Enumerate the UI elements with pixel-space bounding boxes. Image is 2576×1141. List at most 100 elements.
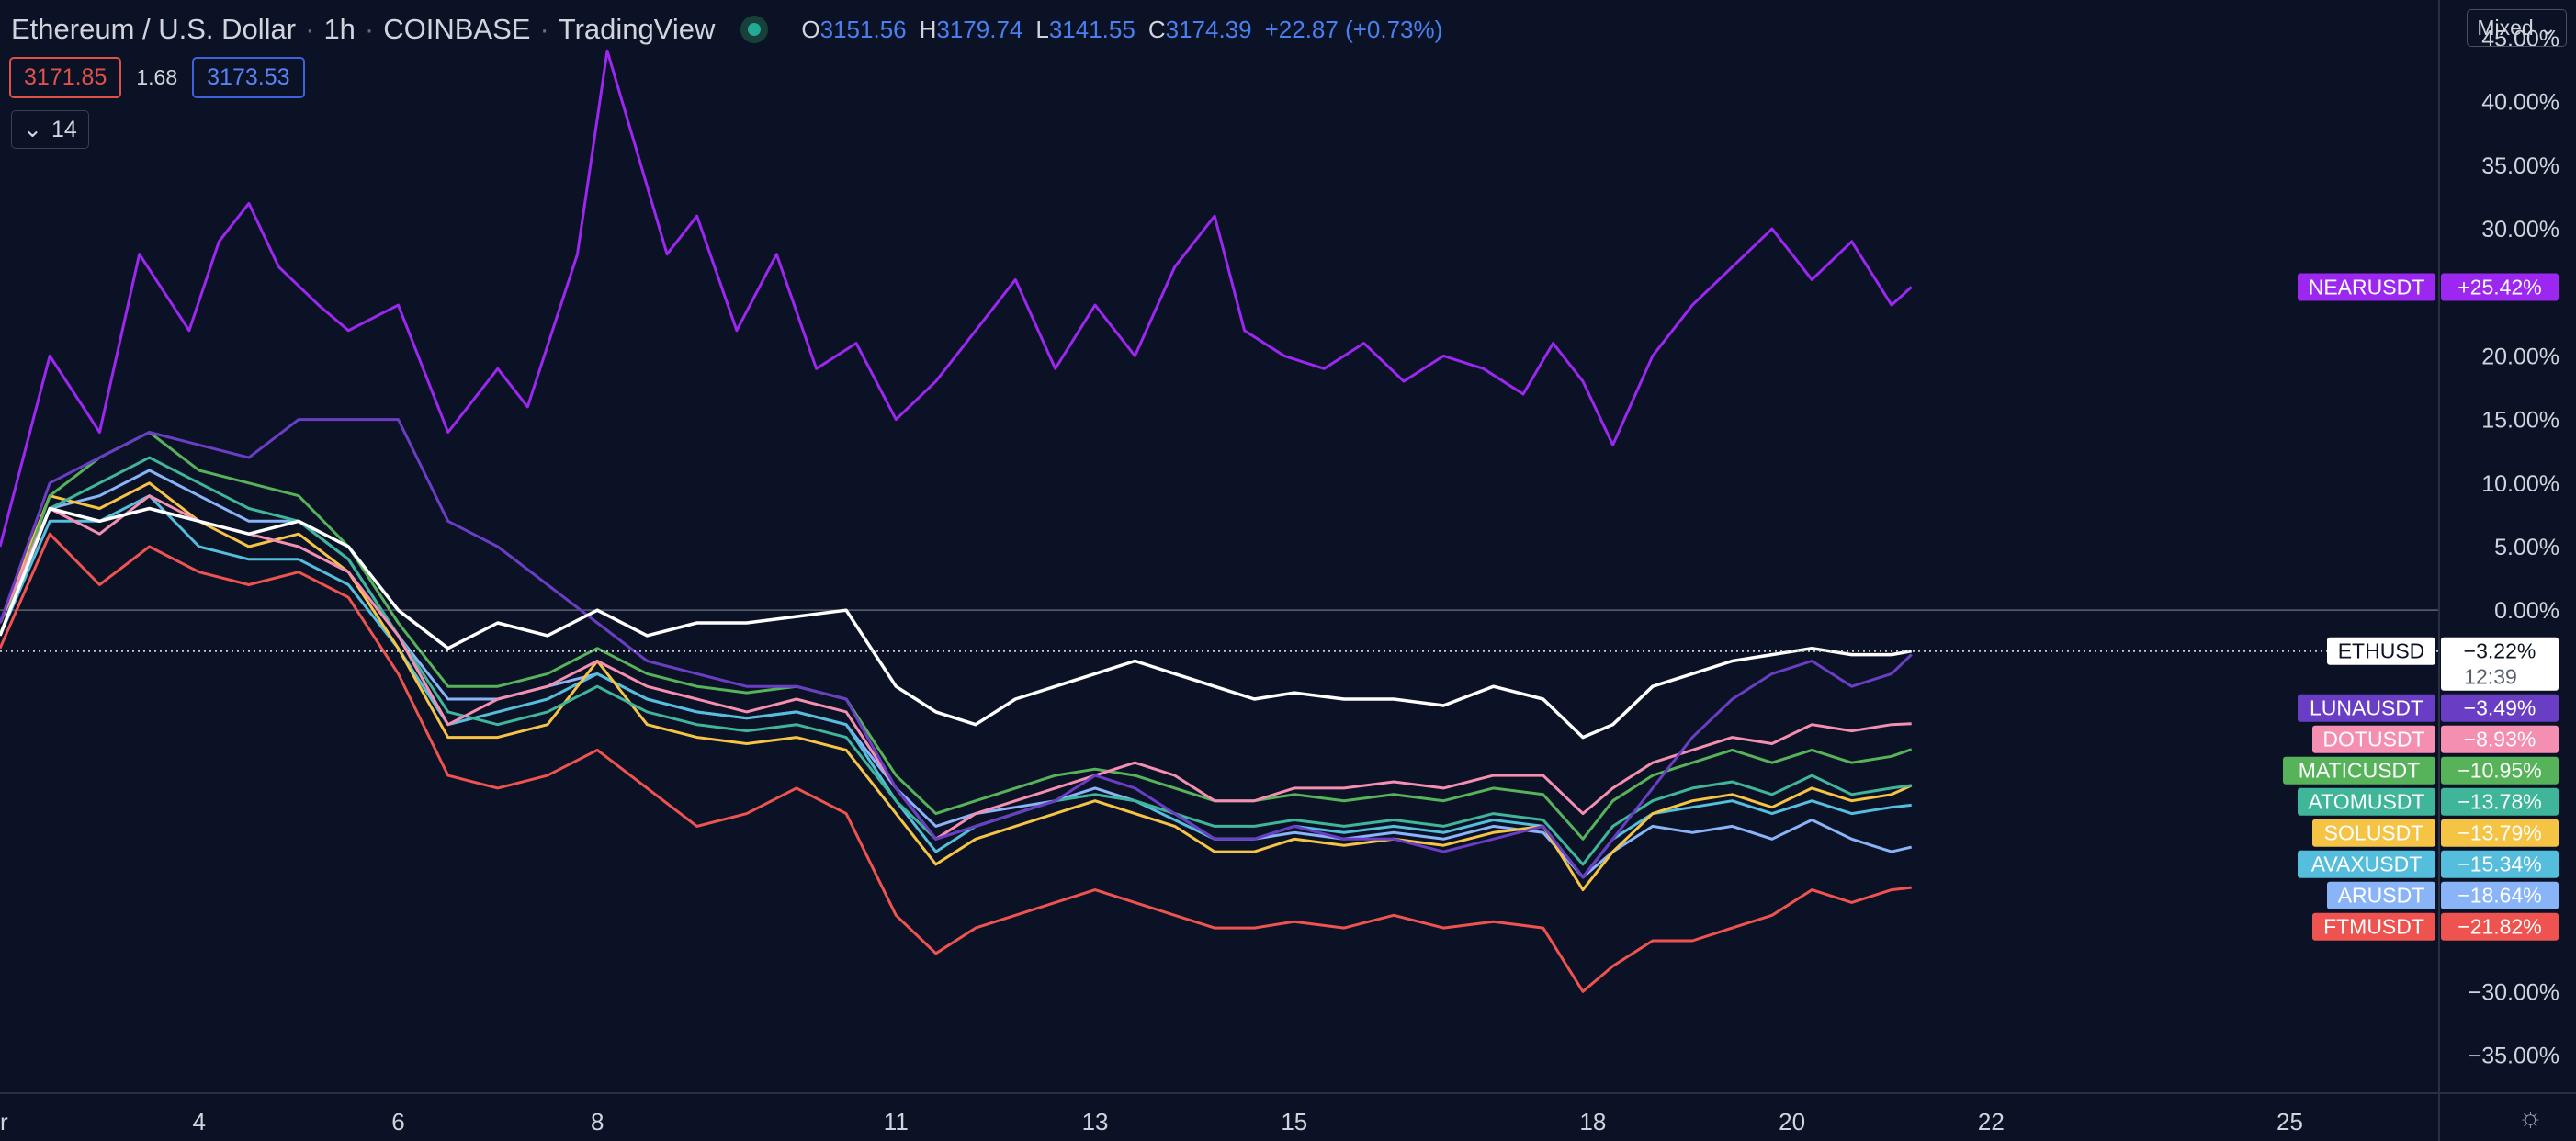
series-line-atomusdt[interactable] [0, 456, 1912, 866]
x-tick-label: 4 [193, 1108, 206, 1135]
x-tick-label: 25 [2277, 1108, 2303, 1135]
y-tick-label: −30.00% [2469, 979, 2559, 1005]
low-value: 3141.55 [1048, 15, 1135, 43]
scale-mode-button[interactable]: Mixed ⌄ [2467, 9, 2567, 47]
time-axis[interactable]: r 4 6 8 11 13 15 18 20 22 25 [0, 1092, 2576, 1135]
symbol-title[interactable]: Ethereum / U.S. Dollar [11, 13, 297, 45]
x-tick-label: 11 [884, 1108, 909, 1135]
series-value-label: −3.49% [2464, 696, 2536, 720]
y-tick-label: 45.00% [2481, 27, 2559, 52]
series-name-badge [2298, 694, 2435, 722]
series-value-label: −3.22% [2464, 639, 2536, 663]
chart-header: Ethereum / U.S. Dollar · 1h · COINBASE ·… [11, 9, 1442, 50]
gear-icon[interactable]: ☼ [2517, 1102, 2544, 1133]
x-tick-label: 13 [1082, 1108, 1109, 1135]
x-tick-label: 15 [1281, 1108, 1307, 1135]
series-tag-ethusd: ETHUSD −3.22%12:39 [2327, 637, 2559, 691]
series-name-badge [2298, 273, 2435, 301]
series-line-nearusdt[interactable] [0, 49, 1913, 548]
quote-row: 3171.85 1.68 3173.53 [9, 57, 305, 98]
series-tag-arusdt: ARUSDT −18.64% [2327, 881, 2559, 909]
series-name-label: SOLUSDT [2324, 821, 2424, 845]
series-line-ftmusdt[interactable] [0, 532, 1912, 993]
provider-label: TradingView [558, 13, 716, 45]
high-key: H [919, 15, 937, 43]
ohlc-readout: O3151.56 H3179.74 L3141.55 C3174.39 +22.… [801, 16, 1442, 44]
series-line-arusdt[interactable] [0, 469, 1913, 879]
series-name-label: ATOMUSDT [2309, 790, 2425, 814]
series-tag-solusdt: SOLUSDT −13.79% [2312, 819, 2559, 847]
high-value: 3179.74 [936, 15, 1023, 43]
y-tick-label: 20.00% [2481, 344, 2559, 369]
y-tick-label: 30.00% [2481, 217, 2559, 243]
series-line-lunausdt[interactable] [0, 418, 1913, 879]
series-value-label: −10.95% [2457, 759, 2541, 783]
series-line-ethusd[interactable] [0, 506, 1913, 740]
series-name-label: MATICUSDT [2299, 759, 2420, 783]
series-tag-dotusdt: DOTUSDT −8.93% [2312, 725, 2559, 753]
series-name-label: NEARUSDT [2309, 275, 2425, 299]
series-value-badge [2441, 273, 2559, 301]
price-axis[interactable]: 45.00%40.00%35.00%30.00%25.00%20.00%15.0… [2438, 0, 2559, 1141]
sell-price-button[interactable]: 3171.85 [9, 57, 122, 98]
series-name-label: DOTUSDT [2322, 728, 2424, 751]
series-tag-atomusdt: ATOMUSDT −13.78% [2298, 787, 2559, 816]
series-name-badge [2298, 850, 2435, 878]
close-key: C [1147, 15, 1166, 43]
series-value-label: −13.78% [2457, 790, 2541, 814]
series-value-label: −13.79% [2457, 821, 2541, 845]
y-tick-label: −35.00% [2469, 1043, 2559, 1068]
series-tag-maticusdt: MATICUSDT −10.95% [2283, 756, 2559, 785]
series-value-label: −21.82% [2457, 915, 2541, 939]
change-value: +22.87 (+0.73%) [1264, 15, 1443, 43]
series-name-badge [2298, 787, 2435, 816]
y-tick-label: 35.00% [2481, 153, 2559, 179]
open-key: O [801, 15, 820, 43]
series-line-dotusdt[interactable] [0, 494, 1912, 841]
series-name-badge [2283, 756, 2435, 785]
low-key: L [1035, 15, 1049, 43]
indicators-toggle-button[interactable]: ⌄ 14 [11, 110, 89, 149]
close-value: 3174.39 [1165, 15, 1252, 43]
series-value-badge [2441, 819, 2559, 847]
series-name-label: LUNAUSDT [2310, 696, 2423, 720]
series-tag-nearusdt: NEARUSDT +25.42% [2298, 273, 2559, 301]
series-name-label: ARUSDT [2338, 884, 2425, 908]
x-tick-label: 18 [1579, 1108, 1606, 1135]
y-tick-label: 15.00% [2481, 408, 2559, 434]
series-value-badge [2441, 850, 2559, 878]
series-tag-lunausdt: LUNAUSDT −3.49% [2298, 694, 2559, 722]
series-value-badge [2441, 912, 2559, 941]
y-tick-label: 0.00% [2494, 598, 2559, 624]
series-name-label: AVAXUSDT [2311, 853, 2423, 876]
x-tick-label: 6 [391, 1108, 404, 1135]
y-tick-label: 5.00% [2494, 535, 2559, 560]
series-tag-ftmusdt: FTMUSDT −21.82% [2312, 912, 2559, 941]
series-value-badge [2441, 725, 2559, 753]
series-value-badge [2441, 637, 2559, 691]
chevron-down-icon: ⌄ [23, 117, 42, 142]
series-value-label: −8.93% [2464, 728, 2536, 751]
series-name-label: FTMUSDT [2323, 915, 2424, 939]
series-name-label: ETHUSD [2338, 639, 2425, 663]
plot-area[interactable] [0, 49, 2439, 993]
buy-price-button[interactable]: 3173.53 [192, 57, 305, 98]
series-labels: NEARUSDT +25.42% ETHUSD −3.22%12:39 LUNAUSDT… [2283, 273, 2559, 941]
series-value-badge [2441, 756, 2559, 785]
market-status-icon[interactable] [740, 16, 769, 43]
series-tag-avaxusdt: AVAXUSDT −15.34% [2298, 850, 2559, 878]
x-tick-label: 22 [1978, 1108, 2005, 1135]
separator: · [539, 13, 549, 45]
series-value-badge [2441, 694, 2559, 722]
series-value-label: −18.64% [2457, 884, 2541, 908]
series-name-badge [2312, 819, 2435, 847]
exchange-label: COINBASE [383, 13, 531, 45]
separator: · [305, 13, 315, 45]
interval-label[interactable]: 1h [323, 13, 356, 45]
bar-countdown-label: 12:39 [2464, 665, 2517, 689]
series-name-badge [2327, 637, 2435, 665]
series-line-maticusdt[interactable] [0, 431, 1913, 841]
series-name-badge [2327, 881, 2435, 909]
open-value: 3151.56 [819, 15, 907, 43]
